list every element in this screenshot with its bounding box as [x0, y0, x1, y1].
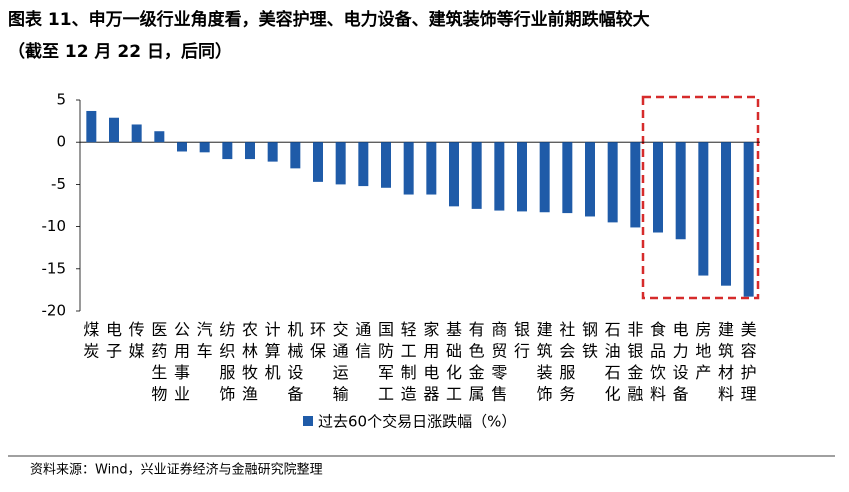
x-tick-label: 纺织服饰 — [219, 320, 235, 404]
x-tick-label: 传媒 — [129, 320, 145, 361]
x-tick-label: 食品饮料 — [650, 320, 666, 404]
legend-swatch — [303, 416, 313, 426]
x-tick-label: 汽车 — [197, 320, 213, 361]
bar — [86, 110, 97, 143]
bar — [585, 142, 595, 217]
bar — [607, 142, 618, 223]
y-tick-label: -15 — [42, 259, 67, 277]
legend-label: 过去60个交易日涨跌幅（%） — [318, 413, 516, 431]
x-tick-label: 轻工制造 — [401, 320, 417, 404]
bar — [177, 142, 187, 152]
bar — [222, 142, 233, 160]
highlight-box — [641, 95, 760, 300]
bar — [426, 142, 437, 195]
x-tick-label: 国防军工 — [378, 320, 394, 404]
bar — [517, 142, 527, 212]
y-tick-label: 5 — [56, 91, 66, 109]
bar — [154, 131, 165, 143]
x-tick-label: 公用事业 — [174, 320, 190, 404]
bar — [539, 142, 550, 213]
bar — [653, 142, 663, 233]
bar — [675, 142, 686, 240]
bar — [313, 142, 323, 182]
x-tick-label: 石油石化 — [605, 320, 621, 404]
x-tick-label: 美容护理 — [741, 320, 757, 404]
chart-title: 图表 11、申万一级行业角度看，美容护理、电力设备、建筑装饰等行业前期跌幅较大 — [8, 9, 650, 30]
x-tick-label: 家用电器 — [423, 320, 439, 404]
x-tick-label: 有色金属 — [469, 320, 485, 404]
x-tick-label: 农林牧渔 — [242, 320, 258, 404]
x-tick-label: 机械设备 — [287, 320, 303, 404]
x-tick-label: 煤炭 — [83, 320, 99, 361]
y-tick-label: -20 — [42, 302, 67, 320]
bar — [562, 142, 573, 214]
y-tick-label: 0 — [56, 133, 66, 151]
x-tick-label: 计算机 — [265, 320, 281, 382]
bar — [630, 142, 641, 228]
bar — [199, 142, 210, 153]
x-tick-label: 社会服务 — [559, 320, 575, 404]
x-tick-label: 房地产 — [695, 320, 711, 382]
bar — [698, 142, 709, 276]
source-note: 资料来源：Wind，兴业证券经济与金融研究院整理 — [30, 462, 323, 478]
x-tick-label: 基础化工 — [446, 320, 462, 404]
x-tick-label: 非银金融 — [627, 320, 643, 404]
x-tick-label: 银行 — [514, 320, 530, 361]
x-tick-label: 商贸零售 — [491, 320, 507, 404]
x-tick-label: 钢铁 — [582, 320, 598, 361]
bar — [245, 142, 255, 160]
bar — [131, 124, 142, 143]
x-tick-label: 电子 — [106, 320, 122, 361]
bar — [381, 142, 391, 188]
x-tick-label: 电力设备 — [673, 320, 689, 404]
x-tick-label: 建筑材料 — [718, 320, 734, 404]
bar — [471, 142, 482, 209]
x-tick-label: 医药生物 — [151, 320, 167, 404]
chart-subtitle: （截至 12 月 22 日，后同） — [8, 41, 232, 62]
x-tick-label: 通信 — [355, 320, 371, 361]
bar — [358, 142, 369, 187]
y-tick-label: -10 — [42, 217, 67, 235]
bar — [290, 142, 301, 169]
bar — [743, 142, 754, 297]
x-tick-label: 环保 — [310, 320, 326, 361]
bar — [494, 142, 505, 211]
x-tick-label: 建筑装饰 — [537, 320, 553, 404]
bar — [449, 142, 459, 207]
bar — [335, 142, 346, 185]
y-tick-label: -5 — [51, 175, 66, 193]
bar — [109, 117, 119, 143]
bar — [403, 142, 414, 195]
x-tick-label: 交通运输 — [333, 320, 349, 404]
bar — [267, 142, 278, 162]
bar — [721, 142, 731, 286]
